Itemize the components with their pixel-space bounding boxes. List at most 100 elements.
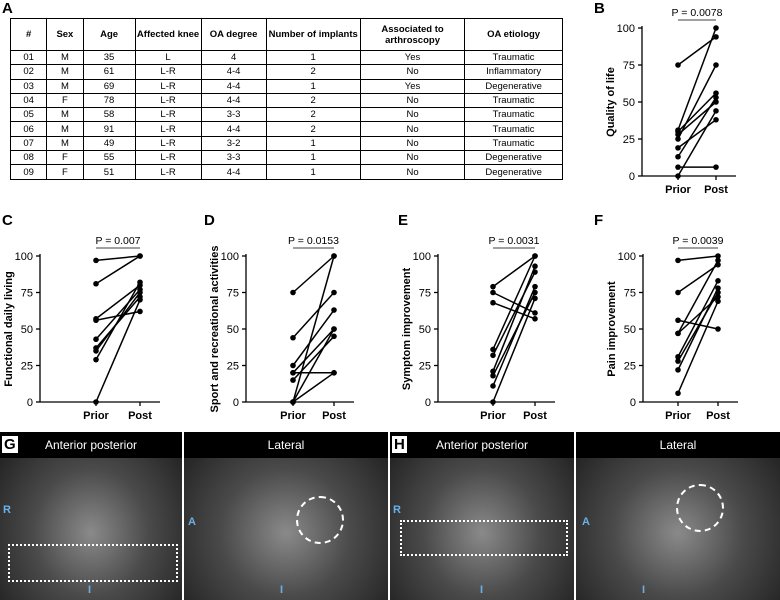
y-tick-label: 75 xyxy=(624,288,636,300)
table-cell: Degenerative xyxy=(464,164,563,180)
x-tick-label: Post xyxy=(706,410,730,422)
x-tick-label: Post xyxy=(128,410,152,422)
point xyxy=(675,317,681,324)
y-tick-label: 50 xyxy=(419,324,431,336)
pair-line xyxy=(292,291,335,339)
pair-line xyxy=(492,298,536,403)
point xyxy=(490,299,496,306)
point xyxy=(713,94,719,101)
point xyxy=(137,289,143,296)
point xyxy=(137,253,143,259)
pair-line xyxy=(677,27,717,131)
orientation-label: I xyxy=(480,584,484,596)
pair-line xyxy=(677,264,719,294)
pair-line xyxy=(492,292,536,377)
pair-line xyxy=(677,110,717,177)
y-axis-label: Pain improvement xyxy=(606,281,618,377)
point xyxy=(715,257,721,264)
pair-line xyxy=(492,286,536,387)
point xyxy=(490,352,496,359)
pair-line xyxy=(292,335,335,381)
table-cell: 55 xyxy=(82,150,136,166)
table-row: 02 M 61 L-R 4-4 2 No Inflammatory xyxy=(9,64,563,80)
table: # Sex Age Affected knee OA degree Number of i… xyxy=(9,18,563,180)
orientation-label: A xyxy=(582,516,590,528)
y-tick-label: 75 xyxy=(623,60,635,72)
table-cell: M xyxy=(46,121,84,137)
y-tick-label: 0 xyxy=(27,397,33,409)
panel-letter: D xyxy=(204,212,215,229)
point xyxy=(675,330,681,337)
pair-line xyxy=(677,255,719,262)
point xyxy=(331,307,337,313)
table-cell: L-R xyxy=(134,164,202,180)
image-title: Lateral xyxy=(576,432,780,458)
table-cell: Traumatic xyxy=(464,121,563,137)
point xyxy=(331,253,337,259)
point xyxy=(93,356,99,363)
table-cell: 51 xyxy=(82,164,136,180)
y-tick-label: 100 xyxy=(617,23,635,35)
table-cell: Degenerative xyxy=(464,150,563,166)
pair-line xyxy=(95,281,141,361)
table-row: 06 M 91 L-R 4-4 2 No Traumatic xyxy=(9,121,563,137)
pair-line xyxy=(292,309,335,366)
pair-line xyxy=(492,271,536,356)
point xyxy=(290,399,296,405)
pair-line xyxy=(292,328,335,403)
table-cell: L-R xyxy=(134,121,202,137)
point xyxy=(490,383,496,389)
point xyxy=(290,370,296,376)
pair-line xyxy=(492,265,536,372)
point xyxy=(713,116,719,123)
table-cell: 07 xyxy=(9,135,48,152)
panel-letter: H xyxy=(392,436,407,453)
roi-circle xyxy=(296,496,344,544)
table-row: 04 F 78 L-R 4-4 2 No Traumatic xyxy=(9,92,563,109)
y-tick-label: 75 xyxy=(21,288,33,300)
table-cell: 08 xyxy=(9,150,48,166)
table-cell: 4-4 xyxy=(200,121,267,137)
point xyxy=(137,279,143,286)
x-tick-label: Post xyxy=(523,410,547,422)
point xyxy=(713,90,719,96)
y-tick-label: 100 xyxy=(618,251,636,263)
image-title: Anterior posterior xyxy=(0,432,182,458)
table-cell: F xyxy=(46,150,84,166)
table-cell: No xyxy=(359,121,466,137)
point xyxy=(137,297,143,303)
point xyxy=(331,326,337,332)
panel-letter: E xyxy=(398,212,409,229)
x-tick-label: Prior xyxy=(280,410,306,422)
point xyxy=(331,289,337,296)
point xyxy=(715,278,721,284)
point xyxy=(290,362,296,369)
point xyxy=(675,173,681,179)
image-title: Lateral xyxy=(184,432,388,458)
pair-line xyxy=(292,255,335,403)
point xyxy=(715,285,721,291)
point xyxy=(675,136,681,142)
x-tick-label: Post xyxy=(322,410,346,422)
orientation-label: A xyxy=(188,516,196,528)
orientation-label: R xyxy=(393,504,401,516)
orientation-label: I xyxy=(642,584,646,596)
point xyxy=(532,315,538,322)
point xyxy=(490,289,496,296)
point xyxy=(93,348,99,354)
pair-line xyxy=(95,289,141,340)
p-value: P = 0.007 xyxy=(95,235,140,247)
header-cell: Sex xyxy=(46,18,84,51)
y-tick-label: 100 xyxy=(15,251,33,263)
pair-line xyxy=(677,300,719,394)
point xyxy=(532,263,538,270)
y-tick-label: 25 xyxy=(227,361,239,373)
point xyxy=(675,145,681,151)
table-row: 09 F 51 L-R 4-4 1 No Degenerative xyxy=(9,164,563,180)
pair-line xyxy=(95,299,141,403)
pair-line xyxy=(677,280,719,358)
x-tick-label: Prior xyxy=(665,410,691,422)
x-tick-label: Prior xyxy=(480,410,506,422)
table-cell: M xyxy=(46,135,84,152)
mri-image: Lateral A I xyxy=(576,432,780,600)
